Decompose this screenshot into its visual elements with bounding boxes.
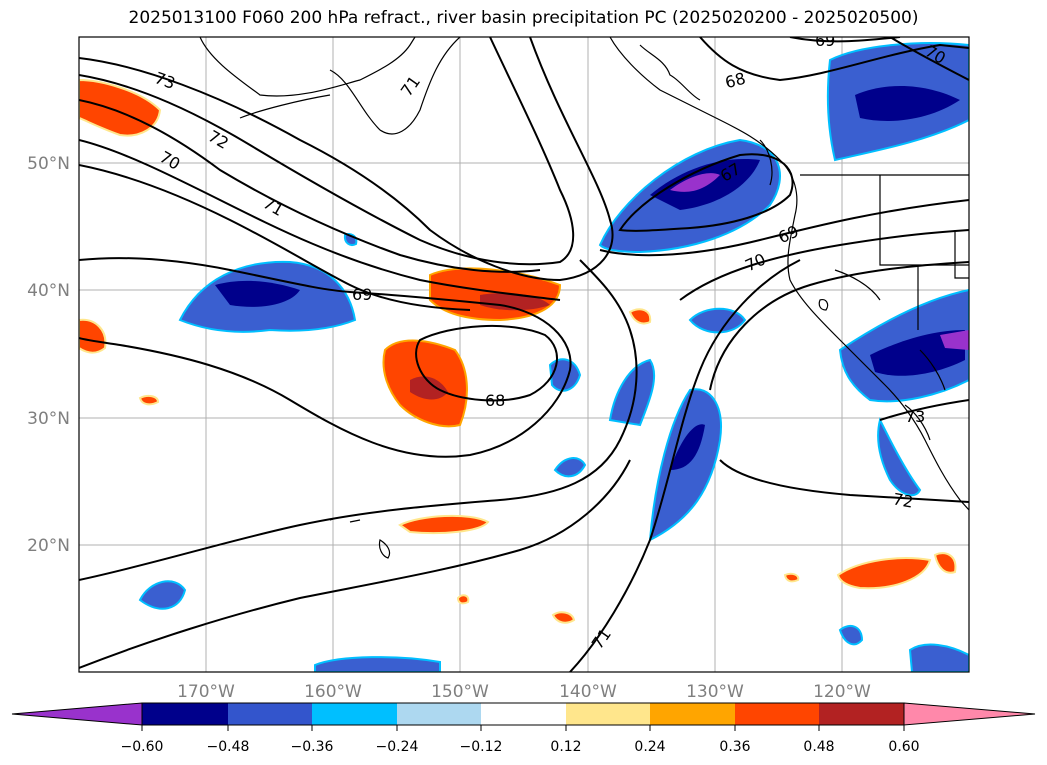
colorbar-segment bbox=[735, 703, 819, 725]
latitude-labels: 50°N 40°N 30°N 20°N bbox=[27, 154, 70, 556]
lon-label: 170°W bbox=[177, 682, 235, 702]
lat-label: 50°N bbox=[27, 154, 70, 174]
colorbar-tick-label: 0.36 bbox=[719, 739, 750, 755]
negative-pc-shading bbox=[138, 42, 969, 672]
colorbar-segment bbox=[142, 703, 228, 725]
colorbar-max-extension bbox=[903, 702, 1036, 726]
colorbar-min-extension bbox=[11, 702, 143, 726]
longitude-labels: 170°W 160°W 150°W 140°W 130°W 120°W bbox=[177, 682, 871, 702]
colorbar-tick-label: −0.60 bbox=[121, 739, 164, 755]
coastlines bbox=[199, 37, 969, 559]
positive-pc-shading bbox=[79, 78, 957, 624]
map-area bbox=[79, 37, 969, 672]
lat-label: 20°N bbox=[27, 536, 70, 556]
lon-label: 140°W bbox=[559, 682, 617, 702]
colorbar-tick-label: −0.24 bbox=[376, 739, 419, 755]
refractivity-contours bbox=[79, 37, 969, 672]
contour-label: 68 bbox=[485, 391, 505, 410]
map-frame bbox=[78, 36, 970, 673]
contour-label: 72 bbox=[891, 489, 914, 511]
lon-label: 120°W bbox=[813, 682, 871, 702]
map-title: 2025013100 F060 200 hPa refract., river … bbox=[128, 8, 919, 28]
lon-label: 160°W bbox=[304, 682, 362, 702]
colorbar-segment bbox=[819, 703, 904, 725]
contour-label: 68 bbox=[723, 69, 748, 93]
colorbar: −0.60 −0.48 −0.36 −0.24 −0.12 0.12 0.24 … bbox=[11, 702, 1036, 755]
lat-label: 30°N bbox=[27, 409, 70, 429]
contour-label: 69 bbox=[352, 285, 372, 304]
contour-label: 73 bbox=[905, 407, 925, 426]
colorbar-tick-label: 0.48 bbox=[803, 739, 834, 755]
lon-label: 130°W bbox=[686, 682, 744, 702]
contour-label: 69 bbox=[815, 31, 835, 50]
colorbar-segment bbox=[481, 703, 566, 725]
colorbar-segment bbox=[566, 703, 650, 725]
colorbar-tick-label: 0.12 bbox=[550, 739, 581, 755]
colorbar-segment bbox=[312, 703, 397, 725]
colorbar-tick-label: 0.24 bbox=[634, 739, 665, 755]
lon-label: 150°W bbox=[431, 682, 489, 702]
colorbar-tick-label: −0.36 bbox=[291, 739, 334, 755]
colorbar-segment bbox=[228, 703, 312, 725]
colorbar-segment bbox=[650, 703, 735, 725]
lat-label: 40°N bbox=[27, 281, 70, 301]
colorbar-segment bbox=[397, 703, 481, 725]
colorbar-tick-label: −0.12 bbox=[460, 739, 503, 755]
colorbar-tick-label: −0.48 bbox=[207, 739, 250, 755]
colorbar-tick-label: 0.60 bbox=[888, 739, 919, 755]
